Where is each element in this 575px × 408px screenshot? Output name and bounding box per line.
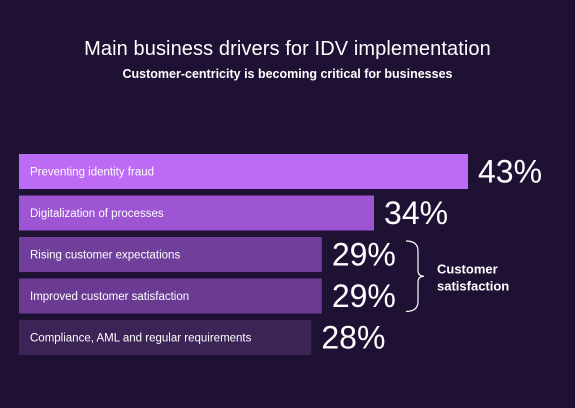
annotation-line-2: satisfaction bbox=[437, 278, 509, 293]
value-label-rising-customer-expectations: 29% bbox=[332, 237, 396, 273]
bar-digitalization-of-processes bbox=[19, 195, 375, 231]
bar-improved-customer-satisfaction bbox=[19, 278, 322, 314]
bar-label-digitalization-of-processes: Digitalization of processes bbox=[30, 208, 164, 220]
value-label-digitalization-of-processes: 34% bbox=[384, 195, 448, 231]
bar-label-improved-customer-satisfaction: Improved customer satisfaction bbox=[30, 291, 189, 303]
bar-label-rising-customer-expectations: Rising customer expectations bbox=[30, 250, 180, 262]
value-label-compliance-aml-and-regular-requirements: 28% bbox=[321, 320, 385, 356]
customer-satisfaction-bracket bbox=[405, 240, 425, 313]
chart-title: Main business drivers for IDV implementa… bbox=[84, 38, 491, 60]
bar-preventing-identity-fraud bbox=[19, 154, 468, 189]
bar-label-compliance-aml-and-regular-requirements: Compliance, AML and regular requirements bbox=[30, 333, 252, 345]
value-label-improved-customer-satisfaction: 29% bbox=[332, 278, 396, 314]
bar-label-preventing-identity-fraud: Preventing identity fraud bbox=[30, 167, 154, 179]
value-label-preventing-identity-fraud: 43% bbox=[478, 154, 542, 190]
bar-compliance-aml-and-regular-requirements bbox=[19, 320, 312, 355]
bar-rising-customer-expectations bbox=[19, 237, 322, 272]
annotation-line-1: Customer bbox=[437, 261, 498, 276]
chart-subtitle: Customer-centricity is becoming critical… bbox=[122, 67, 453, 81]
